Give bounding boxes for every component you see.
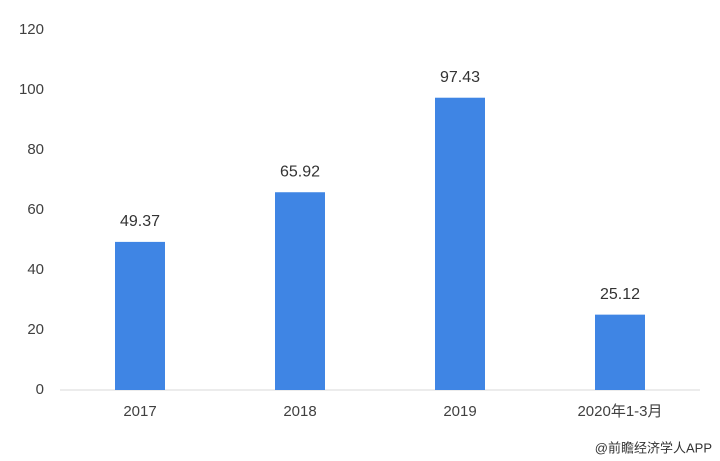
y-tick-label: 20 [27,321,44,338]
value-label: 65.92 [280,163,320,180]
source-note: @前瞻经济学人APP [595,440,712,455]
bar [115,241,165,390]
y-tick-label: 100 [19,81,44,98]
x-tick-label: 2020年1-3月 [577,403,662,420]
y-tick-label: 0 [36,381,44,398]
y-tick-label: 120 [19,21,44,38]
x-tick-label: 2017 [123,403,156,420]
bar [435,97,485,391]
value-label: 49.37 [120,213,160,230]
bar [275,192,325,390]
bar [595,314,645,390]
y-tick-label: 60 [27,201,44,218]
value-label: 25.12 [600,286,640,303]
value-label: 97.43 [440,69,480,86]
y-tick-label: 40 [27,261,44,278]
x-tick-label: 2018 [283,403,316,420]
x-tick-label: 2019 [443,403,476,420]
y-tick-label: 80 [27,141,44,158]
